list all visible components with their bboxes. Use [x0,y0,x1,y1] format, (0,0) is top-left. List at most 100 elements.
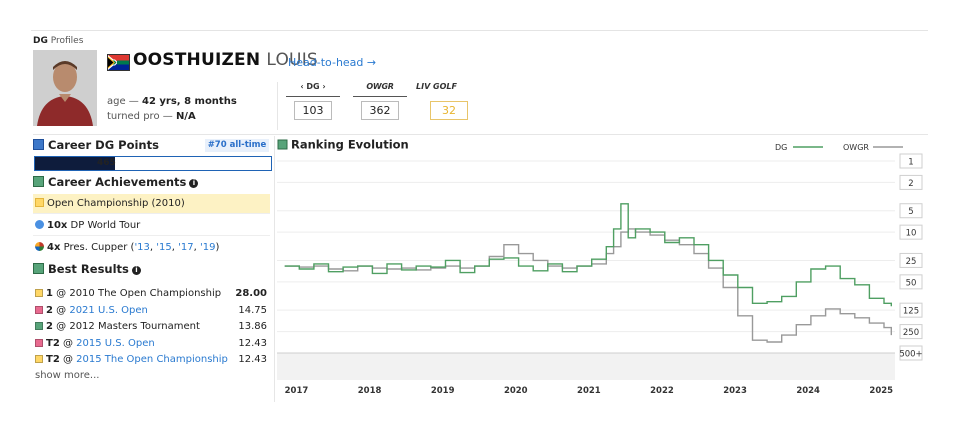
breadcrumb-dg: DG [33,36,48,46]
achievement-dp-text: DP World Tour [67,220,141,231]
pc-year-link[interactable]: '17 [178,242,194,253]
career-points-heading: Career DG Points [33,138,159,152]
result-square-icon [35,355,43,363]
y-tick-box [899,274,923,290]
pc-year-link[interactable]: '19 [199,242,216,253]
chart-bottom-band [277,353,895,380]
x-tick-label: 2019 [431,386,455,396]
series-line-dg [284,203,892,307]
player-photo [33,50,97,126]
turned-pro-value: N/A [175,111,196,122]
x-tick-label: 2018 [358,386,382,396]
result-year: 2012 [69,321,95,332]
rank-liv[interactable]: LIV GOLF 32 [416,82,482,120]
x-tick-label: 2025 [869,386,893,396]
y-tick-label: 125 [903,307,919,317]
y-tick-label: 10 [906,229,917,239]
y-tick-box [899,302,923,318]
achievement-presidents-cup: 4x Pres. Cupper ('13, '15, '17, '19) [33,238,270,258]
x-tick-label: 2021 [577,386,601,396]
section-divider [33,134,928,135]
owgr-label: OWGR [366,82,394,91]
y-tick-label: 50 [906,278,917,288]
result-year-event[interactable]: 2015 The Open Championship [76,354,228,365]
x-tick-label: 2017 [285,386,309,396]
south-africa-flag-icon [107,54,130,71]
y-tick-box [899,324,923,340]
achievements-heading: Career Achievements i [33,175,199,189]
liv-logo: LIV GOLF [416,82,482,95]
all-time-rank-badge[interactable]: #70 all-time [205,139,269,152]
result-event: U.S. Open [104,337,155,349]
result-year-event[interactable]: 2021 U.S. Open [69,305,148,316]
result-square-icon [35,322,43,330]
y-tick-label: 5 [908,207,913,217]
result-points: 12.43 [238,354,267,365]
pc-year-link[interactable]: '15 [156,242,172,253]
dp-world-tour-icon [35,220,44,229]
achievement-pc-close: ) [215,242,220,253]
result-position: T2 [46,337,60,349]
achievements-title: Career Achievements [48,175,187,189]
y-tick-box [899,345,923,361]
green-square-icon [33,176,44,187]
show-more-link[interactable]: show more... [35,370,100,381]
career-points-title: Career DG Points [48,138,159,152]
green-square-icon [33,263,44,274]
career-points-value: 465 [97,158,116,168]
liv-label: LIV GOLF [416,82,457,91]
result-points: 14.75 [238,304,267,316]
rank-dg-label: ‹ DG › [300,82,326,91]
x-tick-label: 2024 [796,386,820,396]
result-year-event[interactable]: 2015 U.S. Open [76,338,155,349]
rank-owgr[interactable]: OWGR 362 [347,82,413,120]
info-icon[interactable]: i [189,179,199,188]
result-event: The Open Championship [97,288,222,299]
best-result-row: 1 @ 2010 The Open Championship 28.00 [35,286,269,302]
rank-dg[interactable]: ‹ DG › 103 [280,82,346,120]
legend-label: DG [775,143,787,152]
breadcrumb[interactable]: DG Profiles [33,36,83,46]
rank-owgr-value: 362 [361,101,399,120]
result-position: 1 [46,288,53,299]
result-year: 2021 [69,304,95,316]
player-last-name: OOSTHUIZEN [133,50,261,70]
best-results-title: Best Results [48,262,129,276]
x-tick-label: 2023 [723,386,747,396]
achievement-pc-count: 4x [47,242,61,253]
player-first-name: LOUIS [266,50,318,70]
achievement-major: Open Championship (2010) [33,194,270,214]
career-points-bar: 465 [34,156,272,171]
y-tick-box [899,153,923,169]
top-divider [31,30,928,31]
head-to-head-link[interactable]: Head-to-head → [288,56,377,69]
green-square-icon [277,139,288,150]
x-tick-label: 2022 [650,386,674,396]
player-name: OOSTHUIZEN LOUIS [133,50,318,70]
y-tick-label: 2 [908,179,913,189]
result-year-event: 2010 The Open Championship [69,288,221,299]
result-position: 2 [46,321,53,332]
result-year: 2010 [69,288,95,299]
result-event: The Open Championship [104,354,228,365]
best-result-row: T2 @ 2015 The Open Championship 12.43 [35,352,269,368]
major-square-icon [35,198,44,207]
y-tick-label: 25 [906,257,917,267]
achievement-major-text: Open Championship (2010) [47,198,185,209]
best-results-heading: Best Results i [33,262,141,276]
series-line-owgr [284,228,892,343]
age-label: age — [107,96,142,107]
player-silhouette-icon [33,50,97,126]
player-bio: age — 42 yrs, 8 months turned pro — N/A [107,94,237,124]
owgr-logo: OWGR [347,82,413,95]
rank-liv-value: 32 [430,101,468,120]
result-year: 2015 [76,354,102,365]
best-result-row: 2 @ 2012 Masters Tournament 13.86 [35,319,269,335]
info-icon[interactable]: i [131,266,141,275]
result-year: 2015 [76,337,102,349]
pc-year-link[interactable]: '13 [134,242,150,253]
y-tick-label: 500+ [899,350,922,360]
age-value: 42 yrs, 8 months [142,96,237,107]
y-tick-box [899,203,923,219]
